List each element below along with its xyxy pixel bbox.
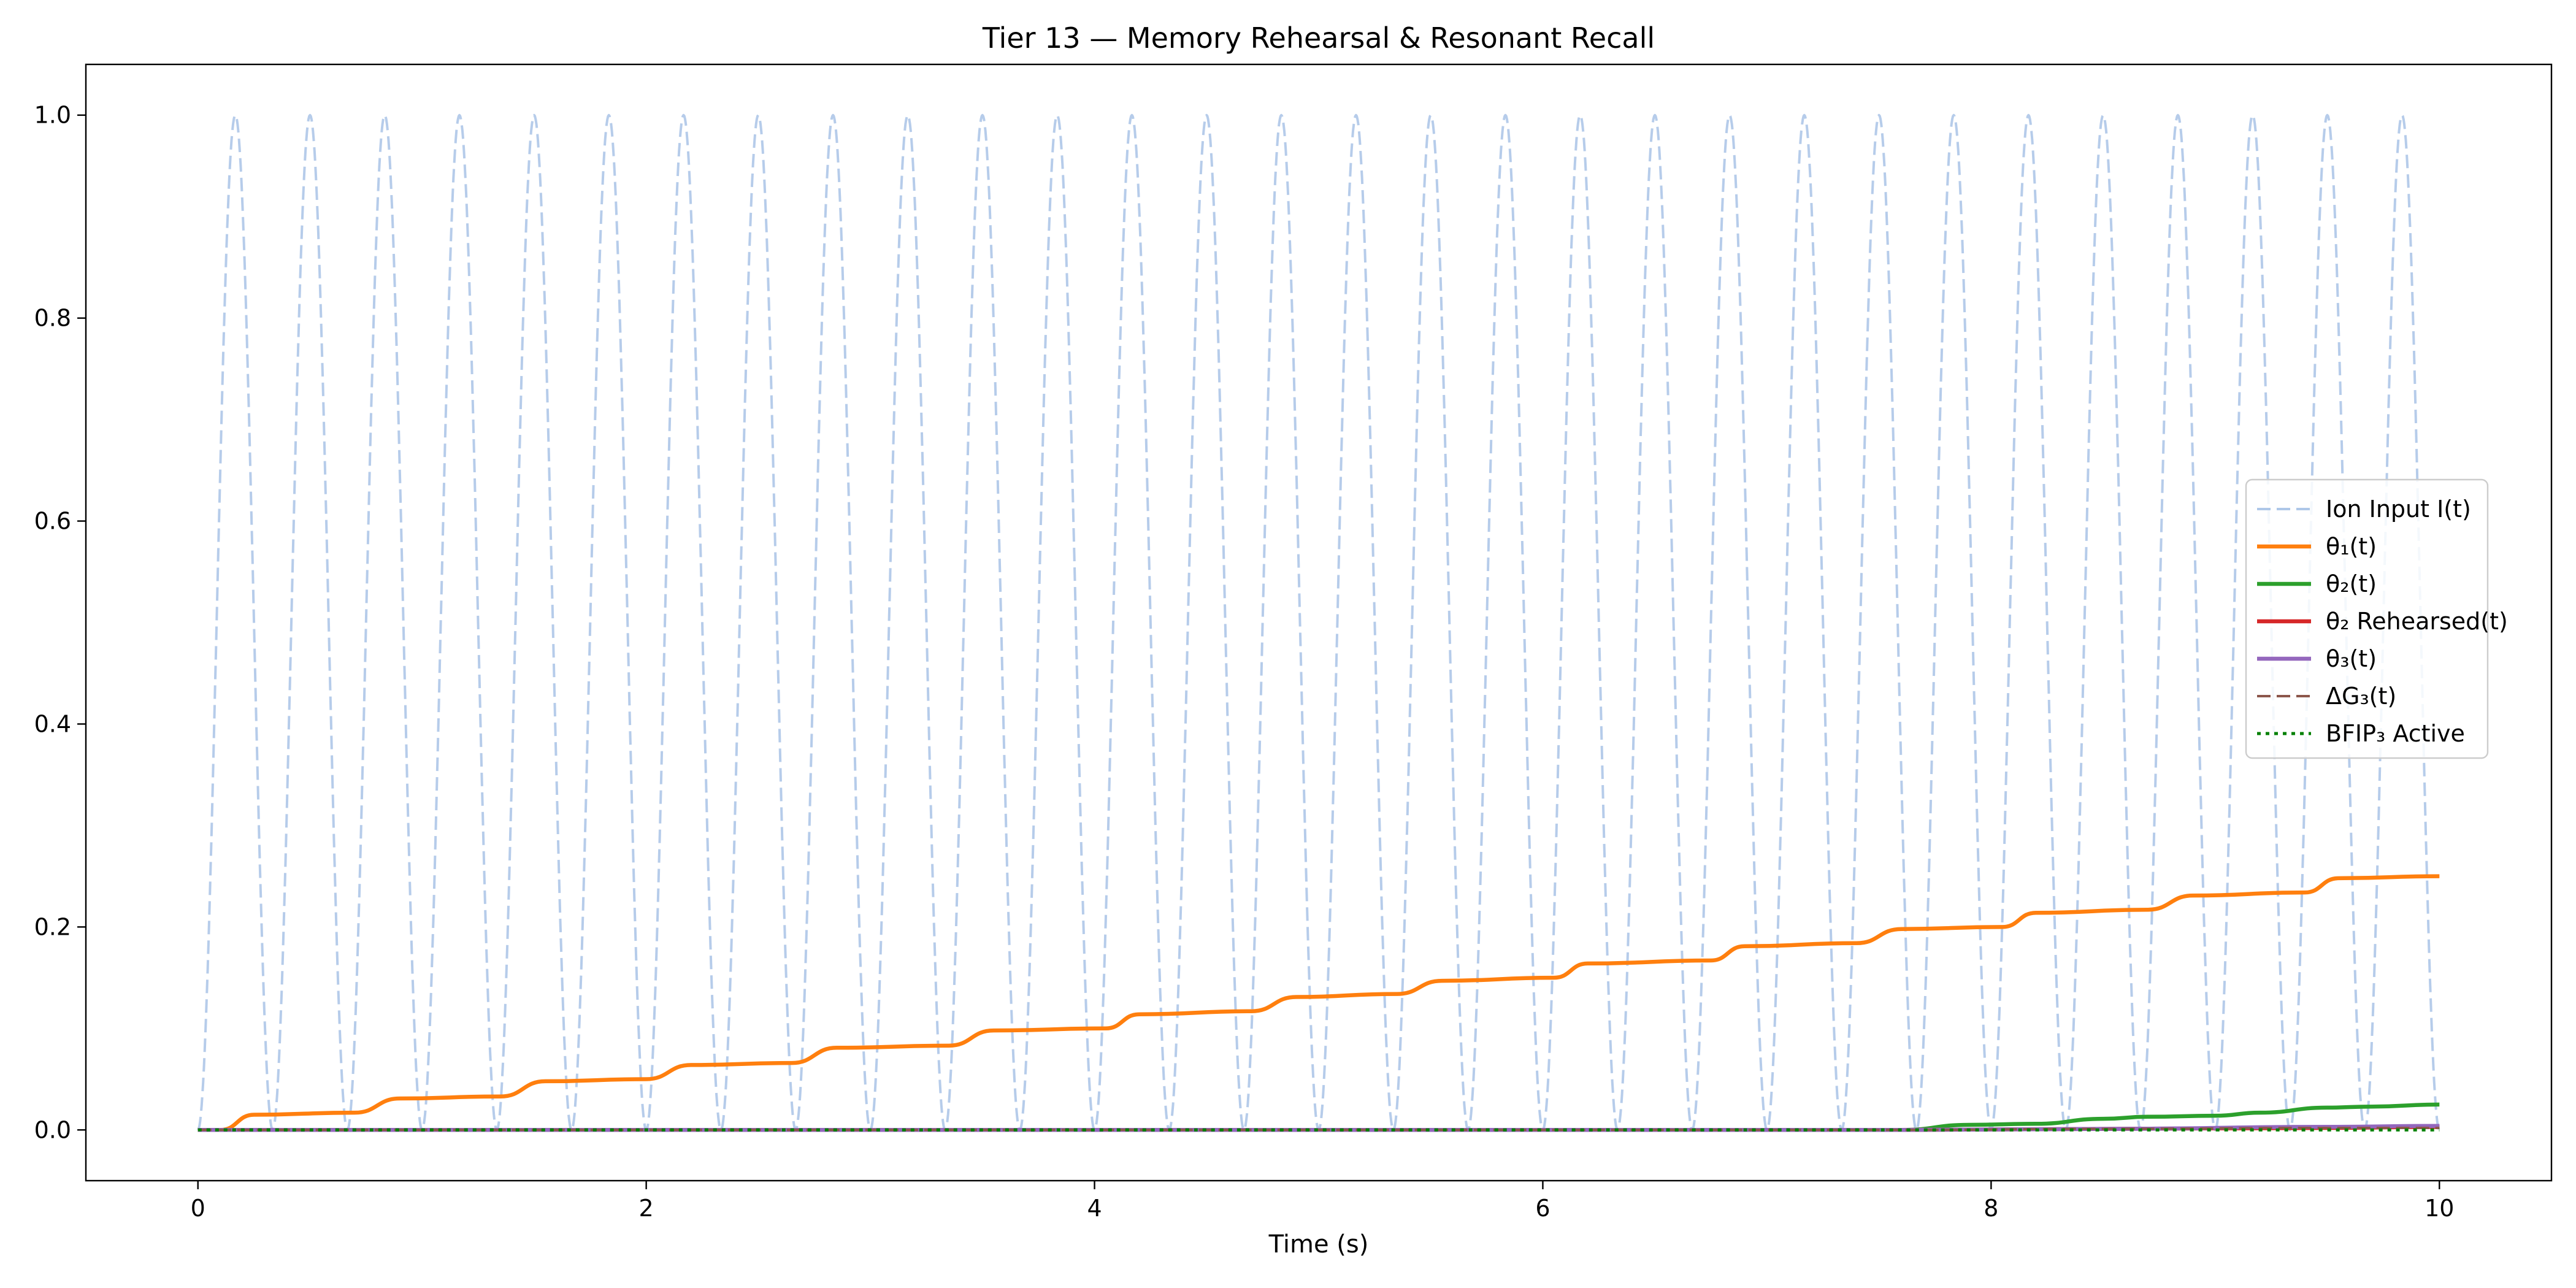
legend-label-2: θ₂(t) — [2326, 570, 2377, 597]
x-tick-label: 0 — [191, 1195, 205, 1222]
y-tick-label: 0.0 — [34, 1116, 71, 1143]
y-tick-label: 0.6 — [34, 508, 71, 535]
legend: Ion Input I(t) θ₁(t) θ₂(t) θ₂ Rehearsed(t) θ… — [2245, 478, 2508, 759]
series-layer — [197, 113, 2440, 1132]
x-tick-label: 4 — [1087, 1195, 1102, 1222]
ticks-layer: 0 2 4 6 8 10 0.0 0.2 0.4 0.6 0.8 1.0 — [34, 102, 2455, 1222]
legend-label-0: Ion Input I(t) — [2326, 496, 2471, 523]
x-tick-label: 6 — [1535, 1195, 1550, 1222]
legend-label-1: θ₁(t) — [2326, 533, 2377, 560]
x-tick-label: 10 — [2425, 1195, 2454, 1222]
x-axis-label: Time (s) — [1268, 1230, 1369, 1259]
legend-label-3: θ₂ Rehearsed(t) — [2326, 608, 2508, 635]
x-tick-label: 2 — [639, 1195, 654, 1222]
legend-label-5: ΔG₃(t) — [2326, 683, 2396, 710]
series-line-1 — [197, 874, 2440, 1132]
chart-title: Tier 13 — Memory Rehearsal & Resonant Re… — [982, 21, 1655, 55]
y-tick-label: 0.8 — [34, 305, 71, 332]
x-tick-label: 8 — [1984, 1195, 1998, 1222]
axes-frame — [85, 63, 2553, 1182]
legend-items: Ion Input I(t) θ₁(t) θ₂(t) θ₂ Rehearsed(t) θ… — [2257, 496, 2508, 747]
plot-area — [86, 64, 2551, 1181]
y-tick-label: 1.0 — [34, 102, 71, 129]
y-tick-label: 0.4 — [34, 710, 71, 737]
y-tick-label: 0.2 — [34, 913, 71, 940]
legend-label-6: BFIP₃ Active — [2326, 720, 2465, 747]
legend-box — [2245, 478, 2489, 759]
legend-label-4: θ₃(t) — [2326, 645, 2377, 672]
